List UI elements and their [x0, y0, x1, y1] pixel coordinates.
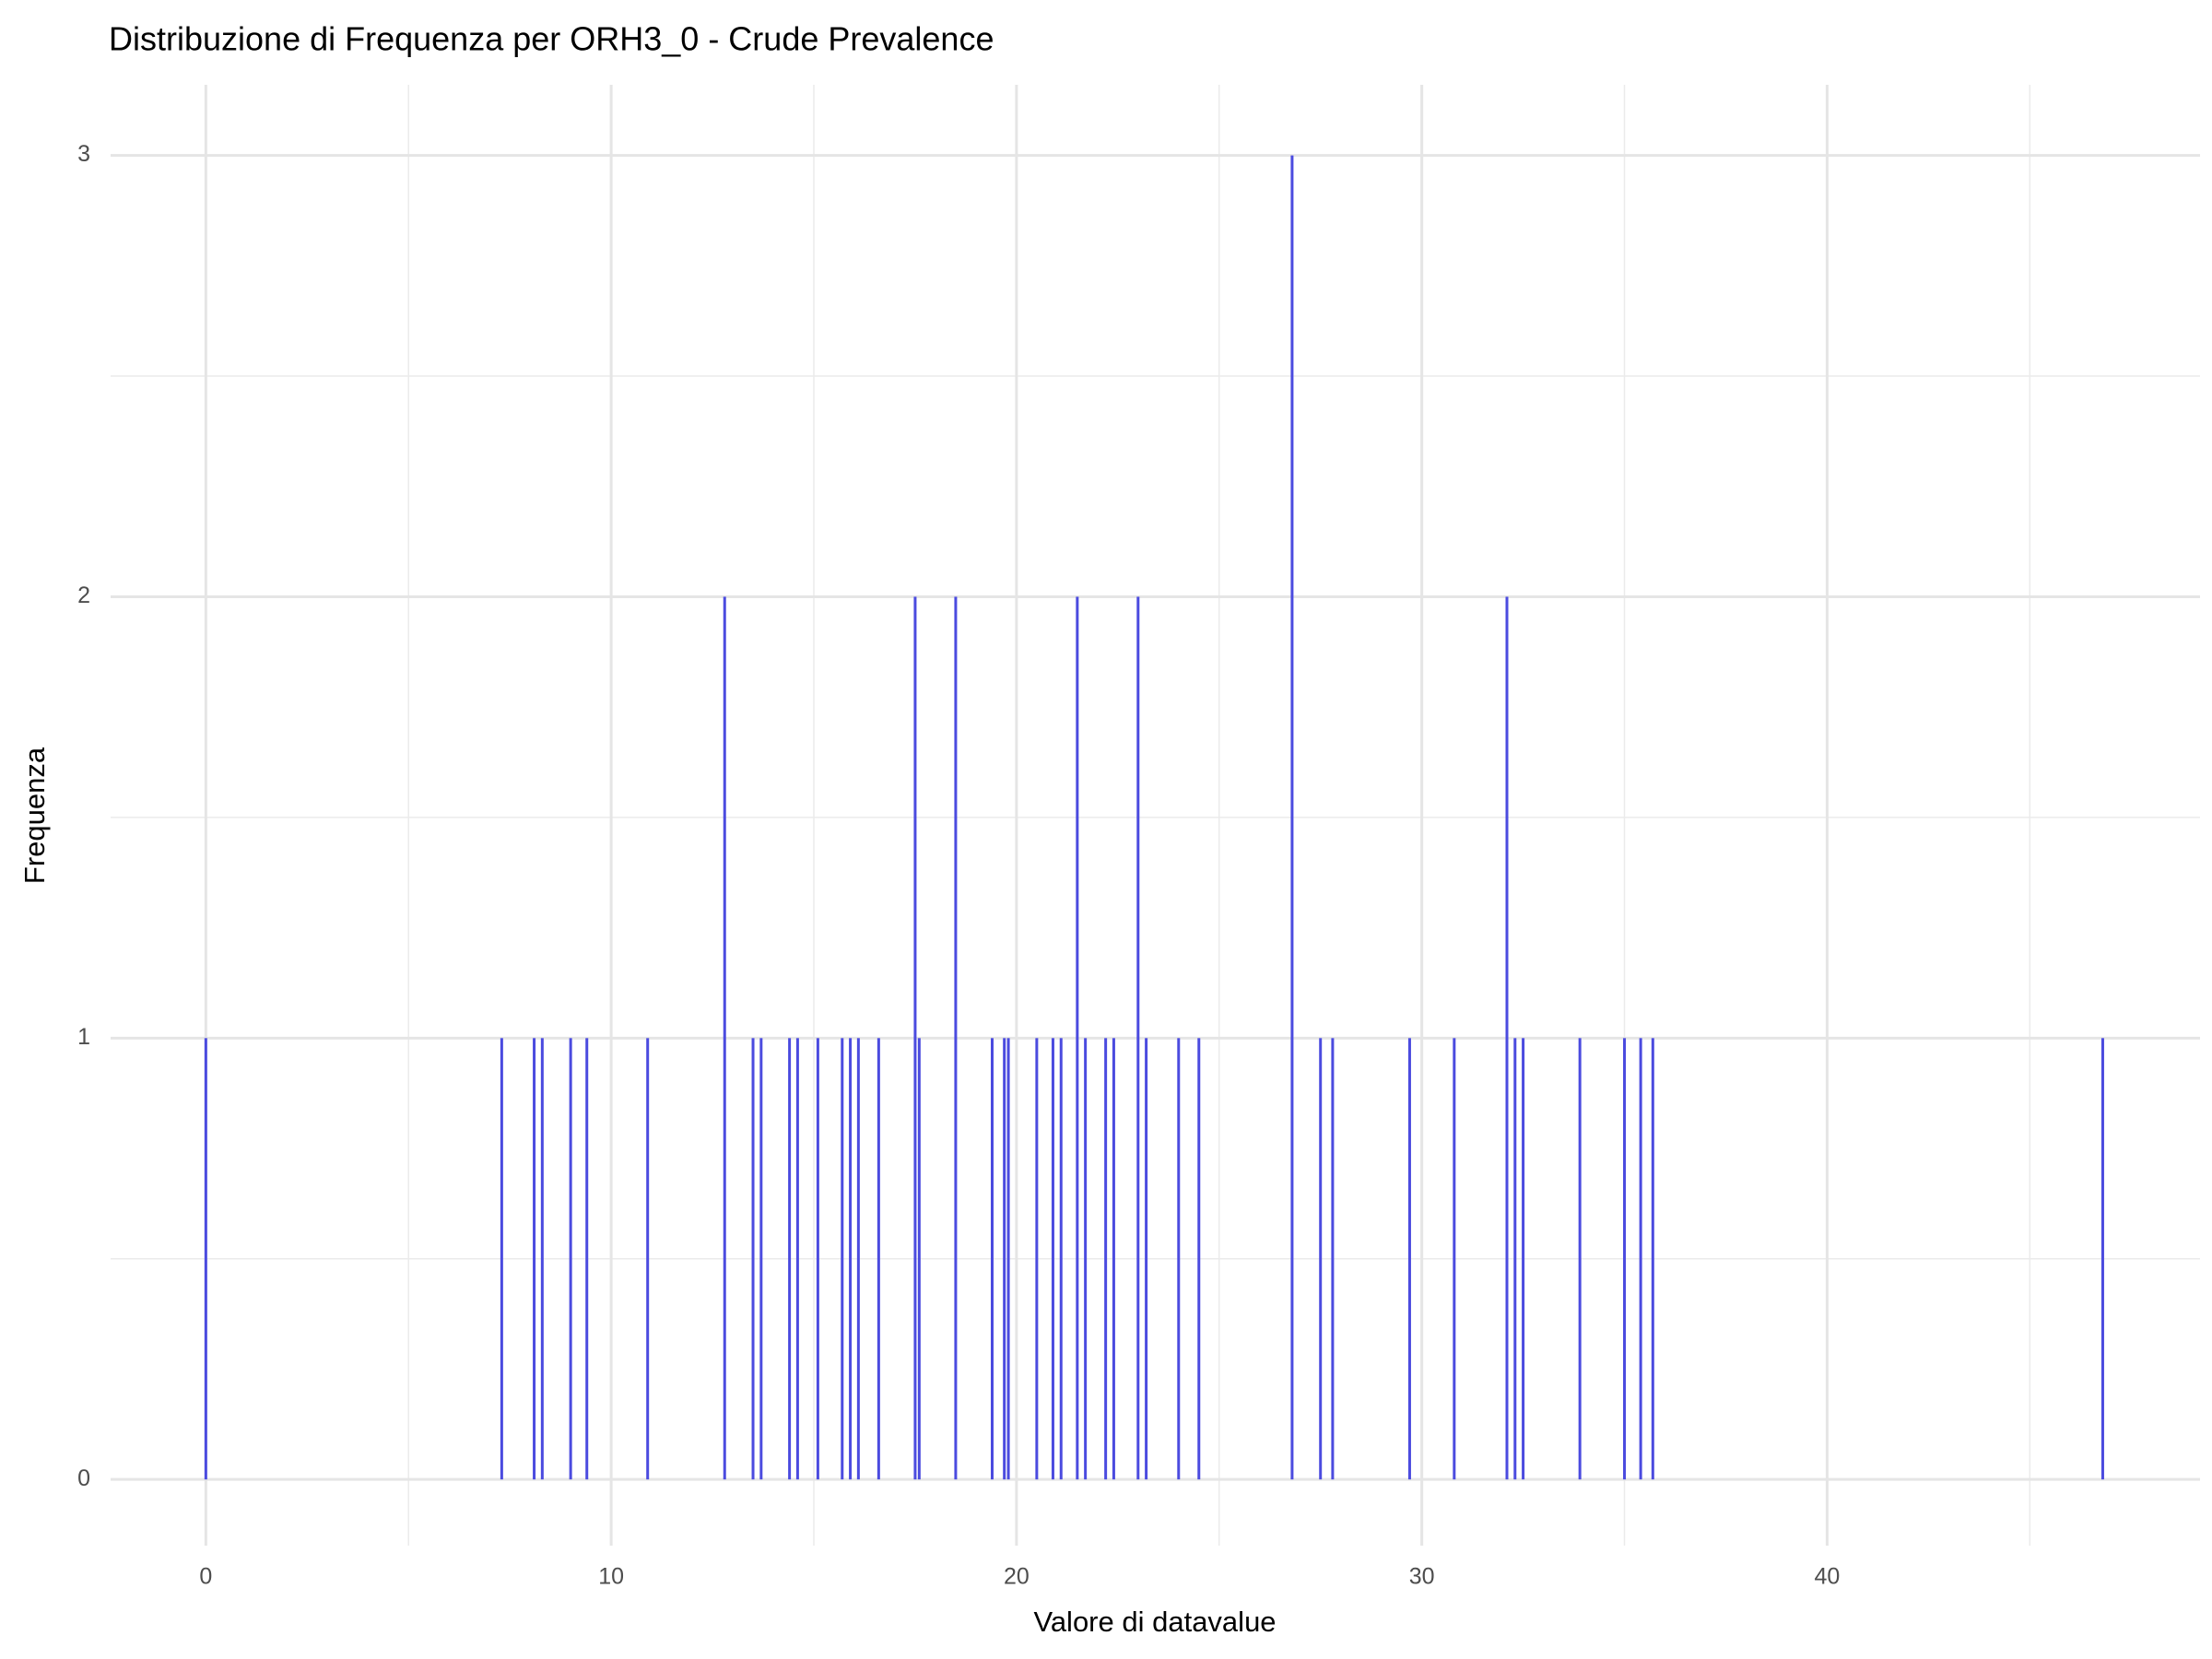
bar — [540, 1038, 544, 1480]
bar — [1177, 1038, 1181, 1480]
bar — [1651, 1038, 1654, 1480]
y-tick-label: 1 — [77, 1024, 90, 1050]
x-axis-title: Valore di datavalue — [1033, 1606, 1276, 1638]
y-tick-label: 0 — [77, 1465, 90, 1491]
bar — [954, 596, 958, 1480]
x-tick-label: 10 — [598, 1564, 624, 1590]
bar — [1522, 1038, 1525, 1480]
bar — [1112, 1038, 1115, 1480]
y-tick-label: 3 — [77, 141, 90, 167]
bar — [1578, 1038, 1582, 1480]
bar — [533, 1038, 536, 1480]
bar — [1453, 1038, 1456, 1480]
bar — [1003, 1038, 1006, 1480]
bar — [759, 1038, 763, 1480]
bar — [751, 1038, 755, 1480]
bar — [204, 1038, 207, 1480]
y-tick-label: 2 — [77, 582, 90, 608]
bar — [2100, 1038, 2104, 1480]
bar — [1145, 1038, 1148, 1480]
bar — [849, 1038, 853, 1480]
bar — [1290, 155, 1294, 1480]
bar — [841, 1038, 844, 1480]
x-tick-label: 30 — [1409, 1564, 1435, 1590]
bar — [1513, 1038, 1517, 1480]
grid — [111, 85, 2200, 1546]
bar — [1319, 1038, 1323, 1480]
bar — [795, 1038, 799, 1480]
bar — [1076, 596, 1079, 1480]
bar — [500, 1038, 503, 1480]
x-tick-label: 40 — [1815, 1564, 1841, 1590]
bar — [1051, 1038, 1054, 1480]
bar — [1407, 1038, 1411, 1480]
bar — [816, 1038, 819, 1480]
y-axis-title: Frequenza — [18, 747, 51, 884]
bar — [1084, 1038, 1088, 1480]
bar — [1639, 1038, 1642, 1480]
bar — [1331, 1038, 1335, 1480]
bar — [1059, 1038, 1063, 1480]
bar — [723, 596, 726, 1480]
bar — [1623, 1038, 1627, 1480]
bar — [788, 1038, 792, 1480]
x-tick-label: 0 — [199, 1564, 212, 1590]
bar — [569, 1038, 572, 1480]
bar — [877, 1038, 880, 1480]
bar — [1035, 1038, 1039, 1480]
bar — [856, 1038, 860, 1480]
x-tick-label: 20 — [1004, 1564, 1030, 1590]
bar — [1006, 1038, 1010, 1480]
bar — [913, 596, 917, 1480]
bar — [585, 1038, 589, 1480]
bar — [917, 1038, 921, 1480]
bar — [1104, 1038, 1108, 1480]
bar — [1505, 596, 1509, 1480]
bar — [1197, 1038, 1201, 1480]
bar — [1136, 596, 1140, 1480]
bar — [990, 1038, 994, 1480]
bar — [646, 1038, 650, 1480]
chart-title: Distribuzione di Frequenza per ORH3_0 - … — [109, 20, 994, 58]
